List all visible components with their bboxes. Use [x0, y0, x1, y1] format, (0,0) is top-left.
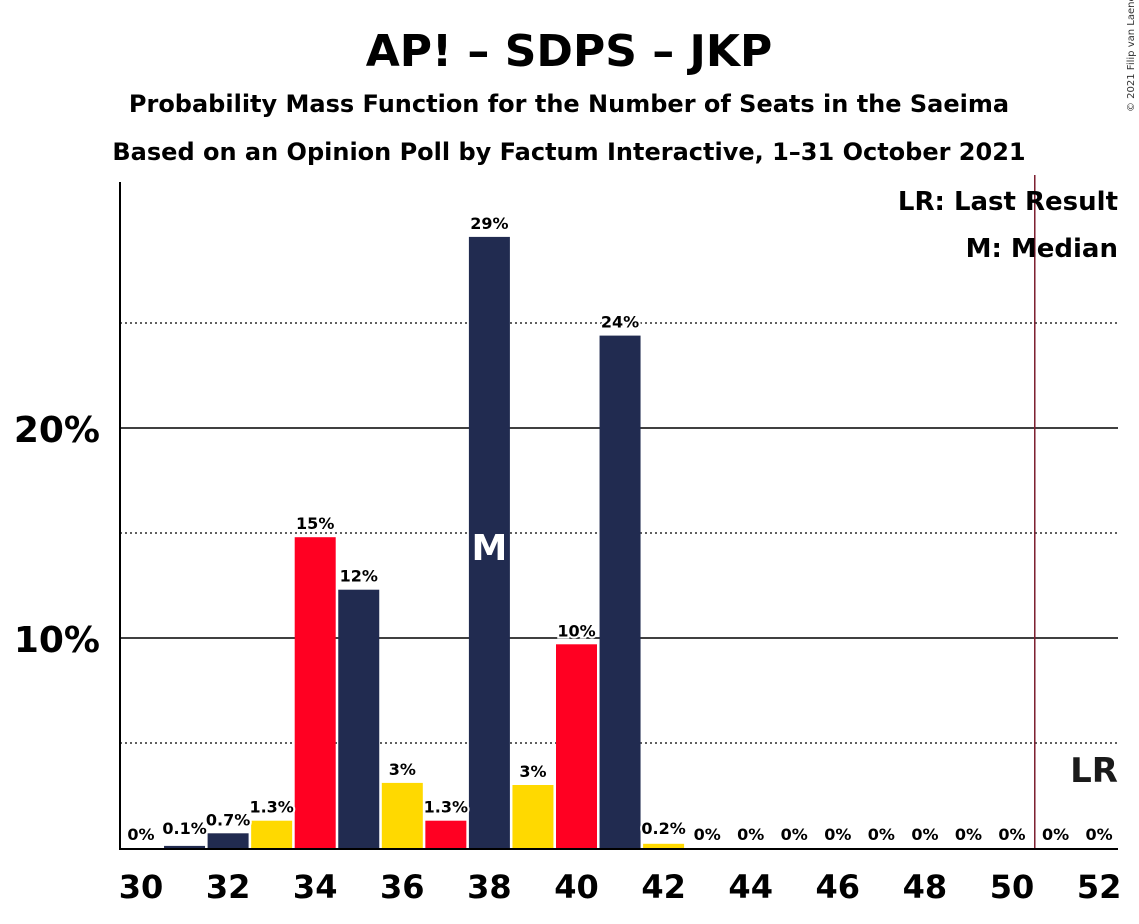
data-label-41: 24%: [601, 313, 639, 332]
data-label-38: 29%: [470, 214, 508, 233]
xtick-36: 36: [380, 868, 425, 906]
bar-35: [338, 589, 380, 848]
data-label-42: 0.2%: [641, 819, 685, 838]
data-label-30: 0%: [127, 825, 154, 844]
bar-40: [556, 644, 597, 848]
data-label-36: 3%: [389, 760, 416, 779]
xtick-42: 42: [641, 868, 686, 906]
data-label-46: 0%: [824, 825, 851, 844]
data-label-51: 0%: [1042, 825, 1069, 844]
xtick-30: 30: [119, 868, 164, 906]
median-marker: M: [471, 528, 507, 569]
chart-title: AP! – SDPS – JKP: [366, 26, 773, 77]
xtick-38: 38: [467, 868, 512, 906]
data-label-32: 0.7%: [206, 810, 250, 829]
bar-36: [381, 782, 423, 848]
ytick-10: 10%: [14, 620, 100, 661]
bar-37: [425, 820, 467, 848]
data-label-35: 12%: [340, 567, 378, 586]
bar-32: [207, 833, 249, 848]
xtick-34: 34: [293, 868, 338, 906]
xtick-40: 40: [554, 868, 599, 906]
data-label-45: 0%: [781, 825, 808, 844]
bar-31: [164, 845, 206, 848]
data-labels: 0% 0.1% 0.7%1.3%15%12%3%1.3%29%3%10%24%0.2…: [125, 212, 1118, 846]
copyright-note: © 2021 Filip van Laenen: [1126, 0, 1137, 112]
data-label-49: 0%: [955, 825, 982, 844]
data-label-52: 0%: [1086, 825, 1113, 844]
data-label-44: 0%: [737, 825, 764, 844]
bar-34: [294, 537, 336, 848]
xtick-48: 48: [903, 868, 948, 906]
xtick-32: 32: [206, 868, 251, 906]
bar-39: [512, 785, 554, 848]
xtick-46: 46: [816, 868, 861, 906]
bar-41: [599, 335, 641, 849]
bar-33: [251, 820, 293, 848]
data-label-39: 3%: [519, 762, 546, 781]
bar-42: [643, 843, 685, 848]
legend-last-result: LR: Last Result: [898, 187, 1118, 217]
xtick-50: 50: [990, 868, 1035, 906]
data-label-34: 15%: [296, 514, 334, 533]
legend-median: M: Median: [966, 234, 1118, 264]
ytick-20: 20%: [14, 410, 100, 451]
xtick-44: 44: [728, 868, 773, 906]
data-label-37: 1.3%: [424, 798, 468, 817]
data-label-50: 0%: [998, 825, 1025, 844]
data-label-31: 0.1%: [162, 819, 206, 838]
data-label-43: 0%: [694, 825, 721, 844]
chart-subtitle-1: Probability Mass Function for the Number…: [129, 90, 1009, 118]
data-label-47: 0%: [868, 825, 895, 844]
data-label-40: 10%: [557, 621, 595, 640]
data-label-33: 1.3%: [249, 798, 293, 817]
data-label-48: 0%: [911, 825, 938, 844]
bars: [164, 236, 685, 849]
chart-subtitle-2: Based on an Opinion Poll by Factum Inter…: [112, 138, 1025, 166]
xtick-52: 52: [1077, 868, 1122, 906]
last-result-marker: LR: [1070, 751, 1118, 791]
bar-38: [468, 236, 510, 848]
x-tick-labels: 30 32 34 36 38 40 42 44 46 48 50 52: [119, 868, 1122, 906]
